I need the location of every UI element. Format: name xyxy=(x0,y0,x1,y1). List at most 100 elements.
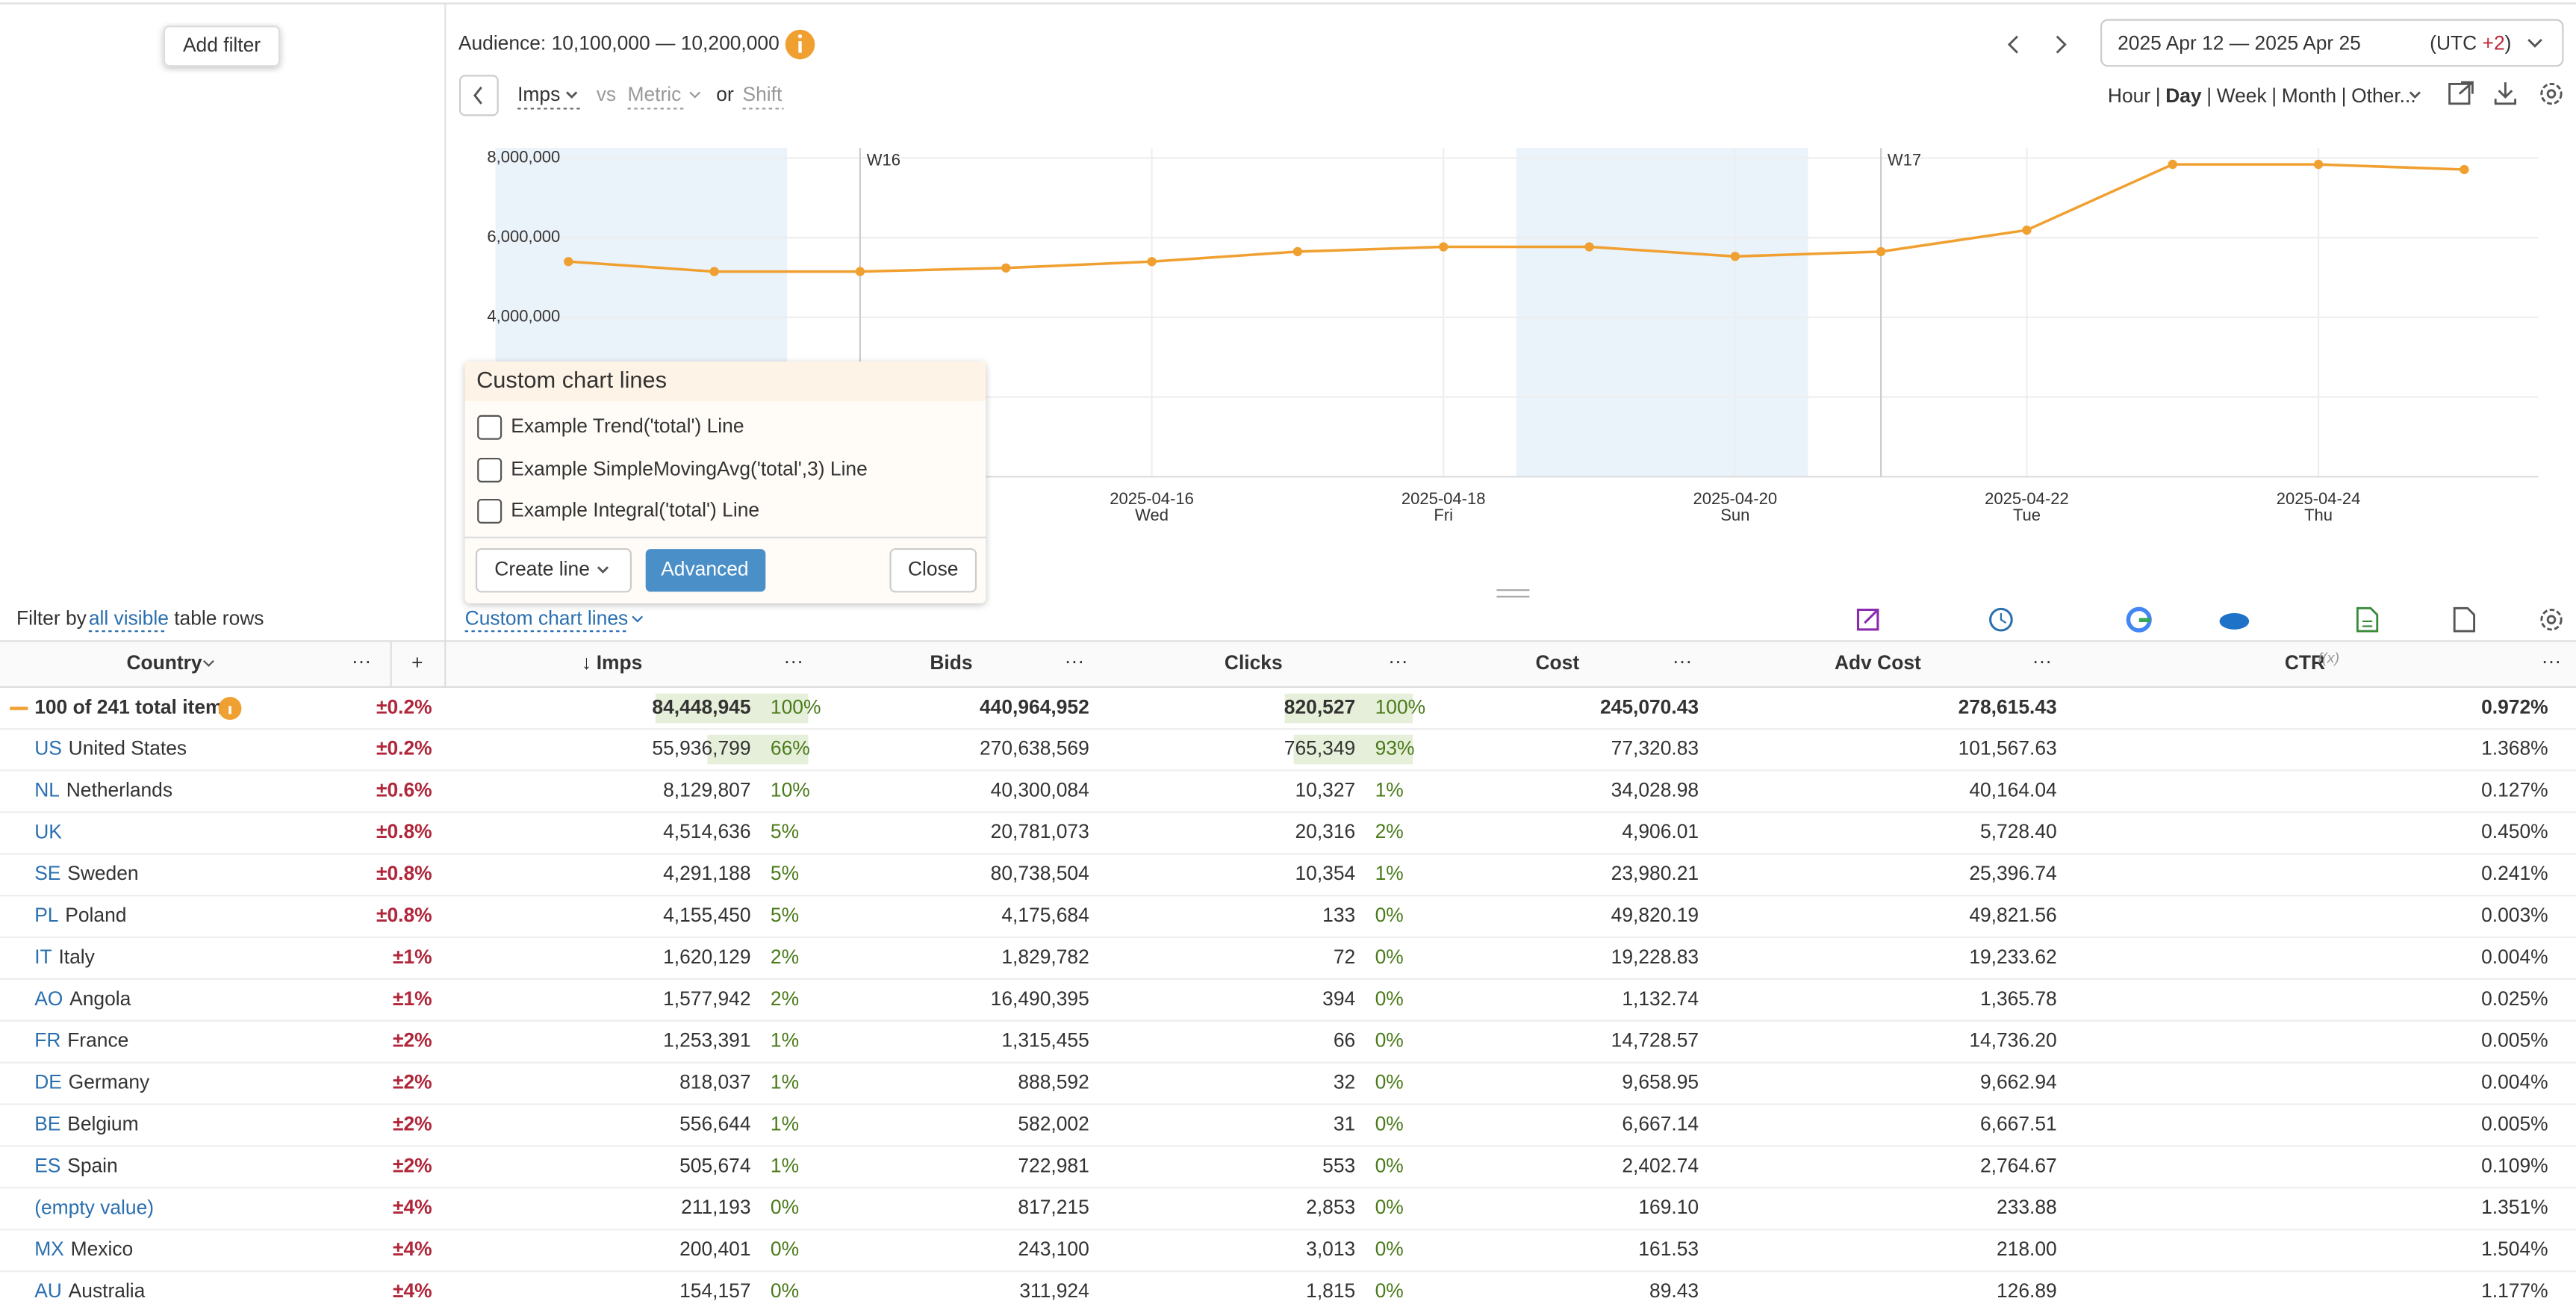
cell-value: 8,129,807 xyxy=(663,778,750,801)
country-name: Belgium xyxy=(67,1112,138,1134)
cell-value: 582,002 xyxy=(1018,1112,1089,1134)
share-percent: 100% xyxy=(771,695,821,718)
column-header[interactable]: Imps xyxy=(597,651,643,674)
cell-value: 1,829,782 xyxy=(1001,946,1089,968)
column-header[interactable]: Cost xyxy=(1536,651,1580,674)
table-header xyxy=(0,641,2576,687)
granularity-option[interactable]: Other... xyxy=(2351,84,2416,107)
column-header[interactable]: Adv Cost xyxy=(1835,651,1921,674)
share-bar xyxy=(1284,693,1413,724)
cell-value: 20,781,073 xyxy=(991,820,1089,842)
prev-button[interactable] xyxy=(2007,35,2018,54)
splitter[interactable] xyxy=(1496,589,1530,597)
column-menu[interactable]: ··· xyxy=(352,650,371,672)
popup-body xyxy=(464,361,986,603)
cell-value: 23,980.21 xyxy=(1611,862,1699,884)
column-header[interactable]: Bids xyxy=(930,651,972,674)
tz-offset: +2 xyxy=(2483,32,2505,55)
share-percent: 0% xyxy=(1375,1238,1404,1260)
share-percent: 0% xyxy=(1375,987,1404,1010)
or: or xyxy=(716,83,734,105)
granularity-option[interactable]: Week xyxy=(2217,84,2268,107)
advanced-button[interactable] xyxy=(645,549,766,592)
open-icon[interactable] xyxy=(2448,81,2474,105)
country-name: Poland xyxy=(65,904,126,926)
create-line-button[interactable] xyxy=(475,547,632,593)
advanced-label: Advanced xyxy=(661,558,748,580)
cell-value: 49,820.19 xyxy=(1611,904,1699,926)
add-filter-button[interactable] xyxy=(163,25,281,67)
column-menu[interactable]: ··· xyxy=(784,650,803,672)
back-button[interactable] xyxy=(458,75,499,117)
column-menu[interactable]: ··· xyxy=(2032,650,2052,672)
weekend-shade xyxy=(1516,148,1808,477)
onedrive-icon xyxy=(2219,612,2250,630)
total-label: 100 of 241 total items xyxy=(34,695,234,718)
metric[interactable]: Imps xyxy=(517,83,560,105)
point xyxy=(855,267,865,276)
cell-value: 0.450% xyxy=(2481,820,2548,842)
column-menu[interactable]: ··· xyxy=(1065,650,1084,672)
add-column[interactable]: + xyxy=(411,651,423,674)
csv-icon xyxy=(2453,606,2476,633)
cell-value: 77,320.83 xyxy=(1611,736,1699,759)
column-menu[interactable]: ··· xyxy=(1673,650,1692,672)
column-menu[interactable]: ··· xyxy=(1388,650,1407,672)
date-picker[interactable] xyxy=(2100,19,2564,67)
popup-title: Custom chart lines xyxy=(476,367,667,393)
point xyxy=(2022,225,2032,235)
point xyxy=(1730,252,1740,261)
column-header[interactable]: Country xyxy=(126,651,202,674)
y-tick-label: 6,000,000 xyxy=(487,227,560,246)
cell-value: 888,592 xyxy=(1018,1071,1089,1093)
cell-value: 101,567.63 xyxy=(1959,736,2057,759)
granularity-option[interactable]: Month xyxy=(2282,84,2336,107)
custom-lines-link[interactable]: Custom chart lines xyxy=(465,607,629,630)
error-margin: ±2% xyxy=(393,1071,432,1093)
filter-by: Filter by xyxy=(16,607,87,630)
cell-value: 161.53 xyxy=(1638,1238,1699,1260)
cell-value: 10,327 xyxy=(1295,778,1355,801)
scheduler-icon xyxy=(1989,607,2013,632)
timezone: (UTC +2) xyxy=(2430,32,2511,55)
cell-value: 1.368% xyxy=(2481,736,2548,759)
granularity-chevron xyxy=(2409,91,2421,99)
cell-value: 0.003% xyxy=(2481,904,2548,926)
checkbox[interactable] xyxy=(477,498,503,524)
cell-value: 553 xyxy=(1322,1154,1355,1176)
next-button[interactable] xyxy=(2056,35,2067,54)
cell-value: 9,662.94 xyxy=(1980,1071,2057,1093)
info-icon[interactable] xyxy=(785,29,815,60)
separator: | xyxy=(2206,84,2212,107)
cell-value: 0.005% xyxy=(2481,1112,2548,1134)
cell-value: 200,401 xyxy=(679,1238,750,1260)
granularity-option[interactable]: Hour xyxy=(2108,84,2150,107)
close-button[interactable] xyxy=(889,547,977,593)
shift[interactable]: Shift xyxy=(743,83,783,105)
short-link-icon xyxy=(1856,608,1879,631)
popup-header xyxy=(464,361,986,402)
download-icon[interactable] xyxy=(2494,82,2517,105)
table-settings-icon[interactable] xyxy=(2540,609,2563,631)
cell-value: 6,667.51 xyxy=(1980,1112,2057,1134)
point xyxy=(2460,164,2469,175)
cell-value: 84,448,945 xyxy=(652,695,750,718)
column-menu[interactable]: ··· xyxy=(2542,650,2561,672)
error-margin: ±1% xyxy=(393,987,432,1010)
x-tick-label: 2025-04-22 xyxy=(1985,489,2069,508)
country: ES Spain xyxy=(34,1154,118,1176)
compare-metric[interactable]: Metric xyxy=(627,83,681,105)
create-chevron xyxy=(597,566,609,574)
drive-icon xyxy=(2126,606,2152,633)
settings-icon[interactable] xyxy=(2540,82,2563,105)
share-percent: 0% xyxy=(1375,1029,1404,1052)
checkbox[interactable] xyxy=(477,457,503,482)
checkbox[interactable] xyxy=(477,415,503,440)
filter-link[interactable]: all visible xyxy=(89,607,169,630)
column-header[interactable]: CTR xyxy=(2285,651,2325,674)
country-name: Australia xyxy=(69,1279,146,1302)
column-header[interactable]: Clicks xyxy=(1225,651,1283,674)
cell-value: 4,514,636 xyxy=(663,820,750,842)
granularity-option[interactable]: Day xyxy=(2165,84,2202,107)
